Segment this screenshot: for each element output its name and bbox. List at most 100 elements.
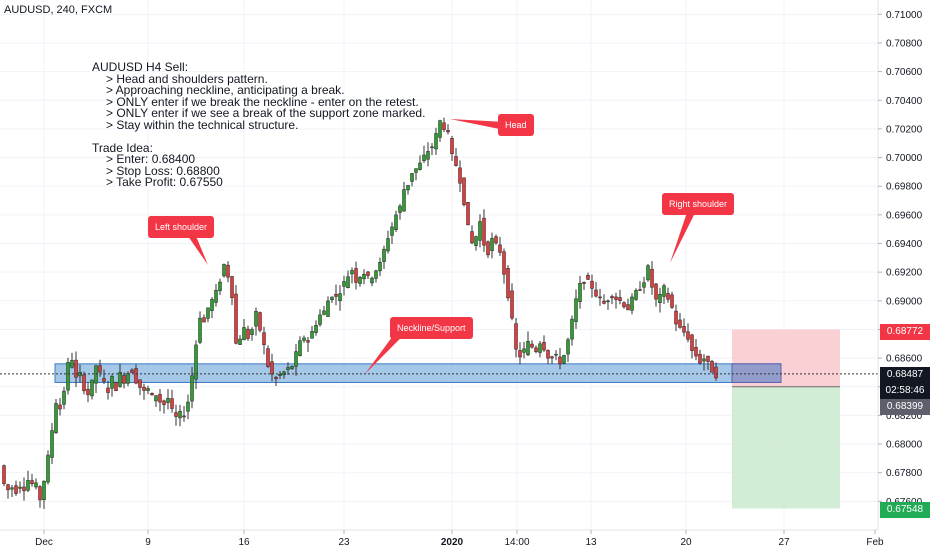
candle-body: [386, 238, 390, 252]
candle-body: [270, 361, 274, 375]
candle-body: [274, 376, 278, 380]
candle-body: [598, 296, 602, 299]
take-profit-zone: [732, 386, 840, 509]
candle-body: [98, 365, 102, 373]
candle-body: [246, 328, 250, 339]
candle-body: [694, 347, 698, 357]
candle-body: [570, 318, 574, 340]
price-tick-label: 0.71000: [886, 10, 923, 21]
candle-body: [586, 274, 590, 280]
candle-body: [418, 162, 422, 170]
price-tick-label: 0.69600: [886, 210, 923, 221]
candle-body: [334, 293, 338, 297]
candle-body: [350, 270, 354, 275]
candle-body: [670, 294, 674, 308]
candle-body: [482, 217, 486, 246]
head-callout[interactable]: Head: [498, 114, 534, 136]
candle-body: [430, 146, 434, 149]
price-tick-label: 0.69000: [886, 296, 923, 307]
candle-body: [30, 480, 34, 484]
candle-body: [518, 350, 522, 358]
callout-pointer: [365, 330, 404, 374]
callout-pointers: [186, 119, 696, 374]
candle-body: [374, 270, 378, 279]
candle-body: [126, 373, 130, 384]
candle-body: [198, 317, 202, 343]
candle-body: [254, 311, 258, 327]
candle-body: [118, 372, 122, 387]
candle-body: [342, 281, 346, 287]
candle-body: [662, 285, 666, 297]
candle-body: [438, 120, 442, 138]
candle-body: [558, 356, 562, 365]
candle-body: [34, 482, 38, 488]
candle-body: [134, 368, 138, 384]
candle-body: [654, 283, 658, 300]
candle-body: [362, 274, 366, 280]
candle-body: [202, 317, 206, 323]
candle-body: [366, 271, 370, 276]
candle-body: [522, 348, 526, 353]
candle-body: [262, 332, 266, 345]
candle-body: [162, 400, 166, 405]
neckline-callout[interactable]: Neckline/Support: [390, 317, 473, 339]
time-tick-label: 27: [778, 537, 790, 548]
candle-body: [266, 348, 270, 367]
candle-body: [2, 465, 6, 484]
candle-body: [210, 299, 214, 311]
candle-body: [406, 184, 410, 191]
candle-body: [618, 297, 622, 301]
candle-body: [122, 375, 126, 384]
callout-pointer: [670, 208, 696, 263]
countdown-tag: 02:58:46: [880, 383, 930, 399]
candle-body: [286, 367, 290, 370]
candle-body: [378, 262, 382, 272]
candle-body: [158, 394, 162, 403]
trade-title: Trade Idea:: [92, 140, 153, 155]
candle-body: [218, 281, 222, 292]
candle-body: [630, 296, 634, 311]
price-tick-label: 0.70000: [886, 153, 923, 164]
right-shoulder-callout[interactable]: Right shoulder: [662, 193, 735, 215]
price-tick-label: 0.68600: [886, 354, 923, 365]
candle-body: [398, 205, 402, 213]
candle-body: [702, 358, 706, 362]
price-tick-label: 0.68000: [886, 440, 923, 451]
candle-body: [582, 282, 586, 284]
current-price-tag: 0.68487: [880, 367, 930, 383]
candle-body: [74, 359, 78, 378]
note-point: > ONLY enter if we break the neckline - …: [106, 94, 419, 109]
candle-body: [382, 248, 386, 262]
candle-body: [502, 251, 506, 275]
candle-body: [146, 388, 150, 391]
candle-body: [114, 382, 118, 391]
time-tick-label: 13: [585, 537, 597, 548]
target-price-tag: 0.67548: [880, 502, 930, 518]
candle-body: [574, 298, 578, 322]
time-tick-label: 23: [338, 537, 350, 548]
candle-body: [226, 264, 230, 278]
candle-body: [542, 342, 546, 351]
callout-pointer: [186, 230, 208, 265]
candle-body: [658, 293, 662, 303]
time-tick-label: Dec: [35, 537, 53, 548]
time-axis[interactable]: Dec 9 16 23 2020 14:00 13 20 27 Feb: [35, 530, 884, 548]
price-tick-label: 0.68200: [886, 411, 923, 422]
time-tick-label: 2020: [441, 537, 464, 548]
candle-body: [478, 221, 482, 241]
candle-body: [230, 276, 234, 298]
candle-body: [234, 293, 238, 344]
candle-body: [410, 173, 414, 182]
candle-body: [214, 289, 218, 303]
candle-body: [358, 276, 362, 284]
candle-body: [170, 398, 174, 409]
candle-body: [22, 486, 26, 492]
candle-body: [462, 177, 466, 206]
candle-body: [642, 282, 646, 288]
left-shoulder-callout[interactable]: Left shoulder: [148, 216, 215, 238]
candle-body: [466, 202, 470, 226]
price-axis[interactable]: 0.71000 0.70800 0.70600 0.70400 0.70200 0.700…: [878, 10, 923, 508]
candle-body: [450, 138, 454, 154]
candle-body: [282, 371, 286, 376]
